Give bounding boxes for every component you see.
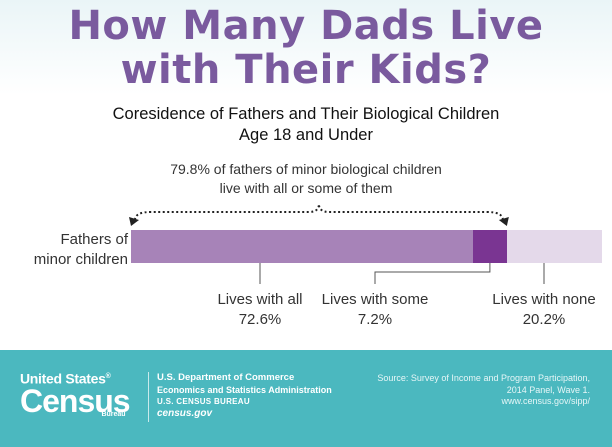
chart-subtitle: Coresidence of Fathers and Their Biologi… — [0, 104, 612, 146]
segment-name: Lives with none — [492, 291, 596, 308]
category-label-line-1: Fathers of — [60, 231, 128, 248]
segment-label-1: Lives with all 72.6% — [190, 290, 330, 330]
segment-label-3: Lives with none 20.2% — [474, 290, 612, 330]
bar-segment-1 — [131, 230, 473, 263]
logo-line-2: Census — [20, 382, 131, 419]
bracket-arrow-left — [129, 217, 139, 226]
footer-divider — [148, 372, 149, 422]
bracket-annotation: 79.8% of fathers of minor biological chi… — [0, 160, 612, 198]
page-title: How Many Dads Live with Their Kids? — [0, 4, 612, 92]
logo-line-3: Bureau — [101, 411, 126, 418]
subtitle-line-2: Age 18 and Under — [239, 126, 373, 144]
logo-line-1: United States — [20, 370, 106, 387]
segment-label-2: Lives with some 7.2% — [305, 290, 445, 330]
segment-value: 72.6% — [238, 311, 282, 328]
logo-registered: ® — [105, 373, 111, 380]
dept-line-1: U.S. Department of Commerce — [157, 372, 295, 383]
title-line-1: How Many Dads Live — [68, 3, 544, 49]
source-url[interactable]: www.census.gov/sipp/ — [501, 396, 590, 406]
bar-segment-2 — [472, 230, 507, 263]
title-line-2: with Their Kids? — [120, 47, 492, 93]
department-info: U.S. Department of Commerce Economics an… — [157, 372, 332, 420]
census-gov-link[interactable]: census.gov — [157, 408, 213, 419]
segment-value: 7.2% — [357, 311, 393, 328]
source-line-1: Source: Survey of Income and Program Par… — [377, 373, 590, 383]
subtitle-line-1: Coresidence of Fathers and Their Biologi… — [112, 105, 500, 123]
segment-name: Lives with some — [321, 291, 429, 308]
census-logo: United States® Census Bureau — [20, 370, 131, 419]
dept-line-3: U.S. CENSUS BUREAU — [157, 397, 250, 406]
footer: United States® Census Bureau U.S. Depart… — [0, 350, 612, 447]
source-line-2: 2014 Panel, Wave 1. — [506, 384, 590, 395]
annotation-line-2: live with all or some of them — [219, 180, 393, 196]
bracket-path — [134, 203, 504, 221]
category-label: Fathers of minor children — [24, 230, 128, 270]
source-note: Source: Survey of Income and Program Par… — [340, 373, 590, 408]
bracket-arrow-right — [498, 217, 509, 226]
annotation-line-1: 79.8% of fathers of minor biological chi… — [170, 161, 442, 177]
bar-segment-3 — [506, 230, 602, 263]
category-label-line-2: minor children — [33, 251, 128, 268]
dept-line-2: Economics and Statistics Administration — [157, 385, 332, 395]
segment-name: Lives with all — [217, 291, 303, 308]
segment-value: 20.2% — [522, 311, 566, 328]
